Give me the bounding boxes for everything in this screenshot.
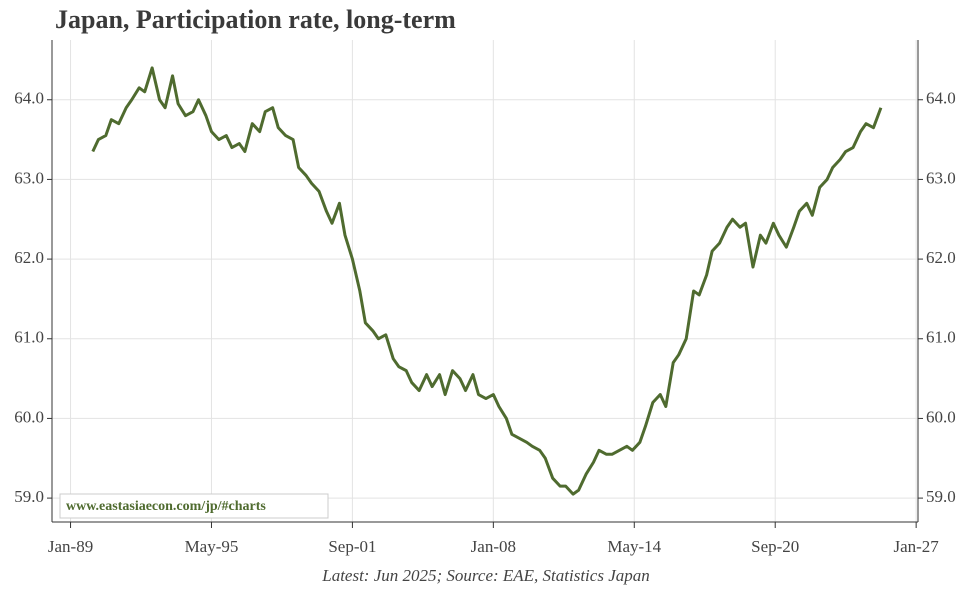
x-tick-label: Jan-89 xyxy=(48,537,93,556)
x-tick-label: May-95 xyxy=(185,537,239,556)
y2-tick-label: 59.0 xyxy=(926,487,956,506)
y-tick-label: 60.0 xyxy=(14,407,44,426)
data-line xyxy=(91,66,883,496)
y-tick-label: 59.0 xyxy=(14,487,44,506)
y2-tick-label: 62.0 xyxy=(926,248,956,267)
chart-title: Japan, Participation rate, long-term xyxy=(55,5,456,34)
y-tick-label: 61.0 xyxy=(14,328,44,347)
y-tick-label: 62.0 xyxy=(14,248,44,267)
y-tick-label: 64.0 xyxy=(14,89,44,108)
source-note: Latest: Jun 2025; Source: EAE, Statistic… xyxy=(321,566,650,585)
y2-tick-label: 61.0 xyxy=(926,328,956,347)
x-tick-label: Sep-01 xyxy=(328,537,376,556)
y2-tick-label: 60.0 xyxy=(926,407,956,426)
watermark-box xyxy=(59,493,329,519)
y2-tick-label: 64.0 xyxy=(926,89,956,108)
x-tick-label: Sep-20 xyxy=(751,537,799,556)
watermark: www.eastasiaecon.com/jp/#charts xyxy=(66,499,266,514)
y2-tick-label: 63.0 xyxy=(926,168,956,187)
x-tick-label: Jan-08 xyxy=(471,537,516,556)
x-tick-label: May-14 xyxy=(607,537,661,556)
x-tick-label: Jan-27 xyxy=(893,537,939,556)
y-tick-label: 63.0 xyxy=(14,168,44,187)
